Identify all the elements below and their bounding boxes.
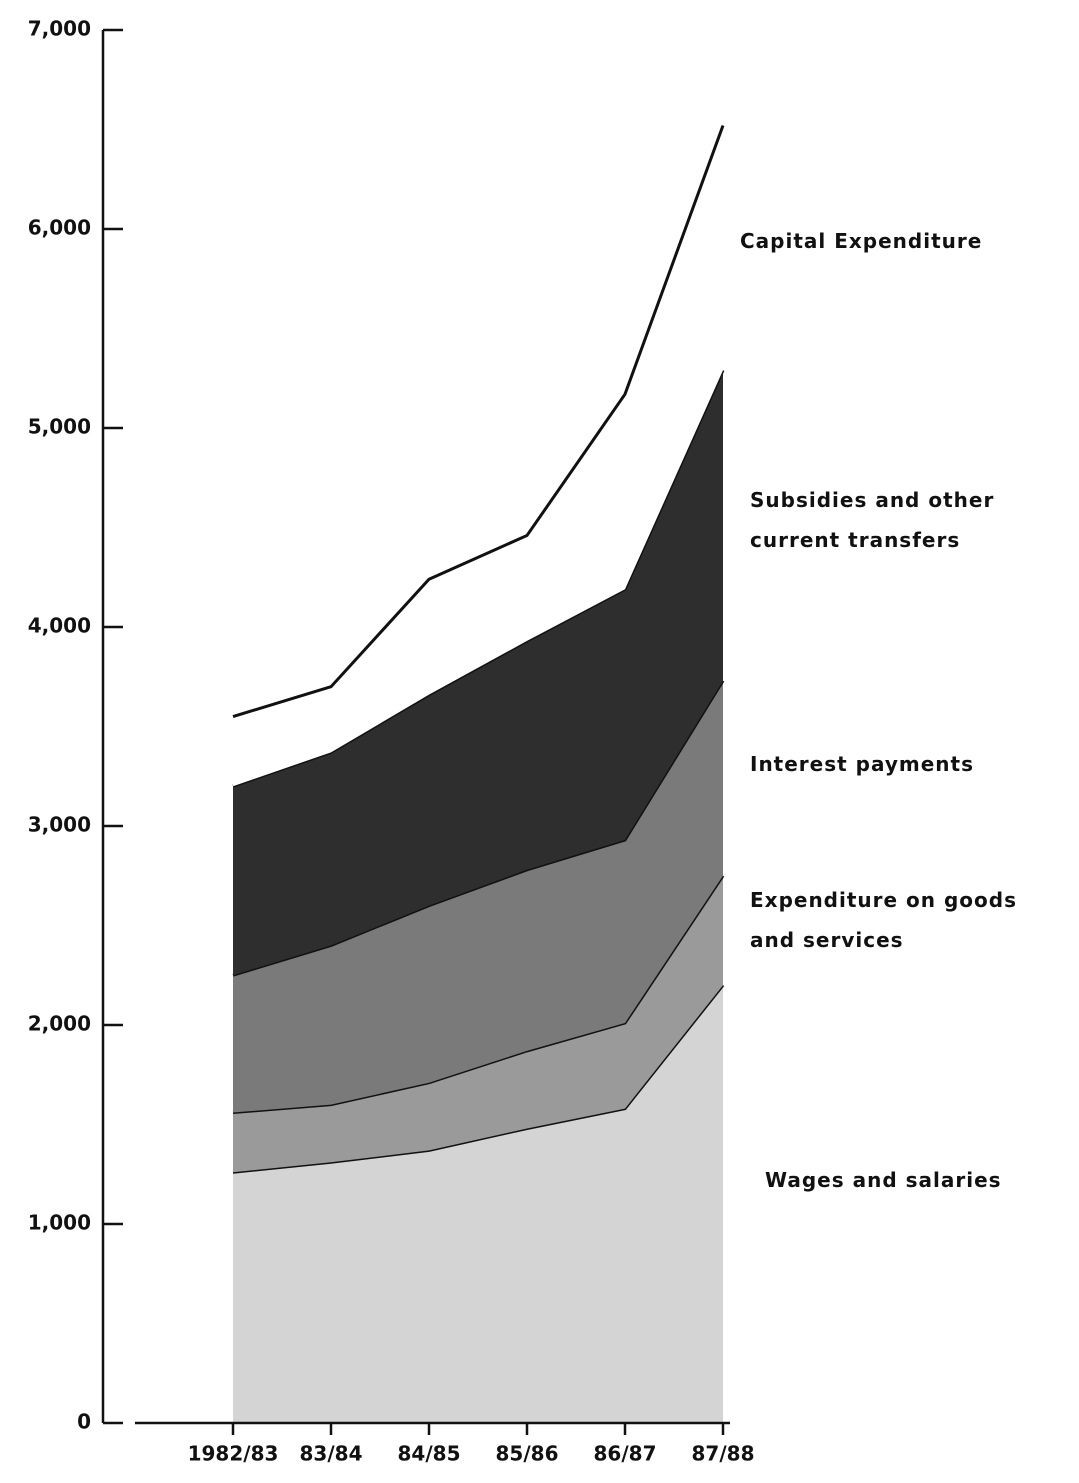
x-tick-label: 85/86 <box>496 1442 559 1466</box>
area <box>233 985 723 1423</box>
series-label: Capital Expenditure <box>740 229 983 253</box>
series-label: Expenditure on goods and services <box>750 888 1018 952</box>
series-label: Interest payments <box>750 752 975 776</box>
y-tick-label: 2,000 <box>28 1012 91 1036</box>
series-label: Subsidies and other current transfers <box>750 488 995 552</box>
x-tick-label: 1982/83 <box>188 1442 279 1466</box>
y-tick-label: 7,000 <box>28 17 91 41</box>
x-tick-label: 83/84 <box>300 1442 363 1466</box>
y-tick-label: 6,000 <box>28 216 91 240</box>
y-tick-label: 5,000 <box>28 415 91 439</box>
y-tick-label: 4,000 <box>28 614 91 638</box>
y-tick-label: 1,000 <box>28 1211 91 1235</box>
x-tick-label: 84/85 <box>398 1442 461 1466</box>
series-label: Wages and salaries <box>765 1168 1002 1192</box>
x-tick-label: 86/87 <box>594 1442 657 1466</box>
area <box>233 680 723 1113</box>
area <box>233 875 723 1173</box>
area <box>233 125 723 787</box>
y-tick-label: 3,000 <box>28 813 91 837</box>
area-top-line <box>232 125 725 718</box>
area <box>233 370 723 976</box>
x-tick-label: 87/88 <box>692 1442 755 1466</box>
y-tick-label: 0 <box>77 1410 91 1434</box>
